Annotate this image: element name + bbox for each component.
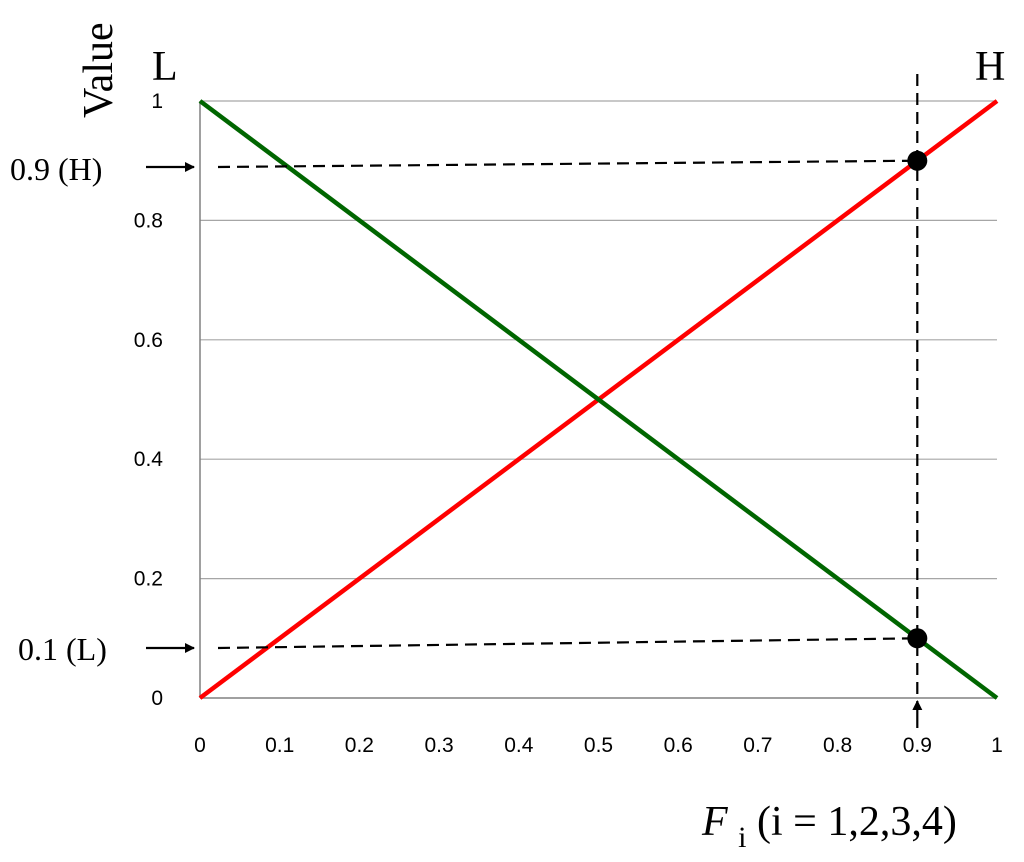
x-tick-label: 0.7 <box>743 734 772 757</box>
x-axis-title-variable: F <box>701 799 728 845</box>
high-value-label: 0.9 (H) <box>10 151 102 187</box>
markers <box>907 150 928 649</box>
axes <box>199 101 997 699</box>
intersection-marker <box>907 150 928 171</box>
y-tick-label: 0.2 <box>134 568 163 591</box>
corner-label-low: L <box>152 44 178 90</box>
intersection-marker <box>907 628 928 649</box>
x-tick-label: 0.9 <box>903 734 932 757</box>
x-axis-title-rest: (i = 1,2,3,4) <box>757 799 957 845</box>
y-tick-label: 0 <box>151 687 163 710</box>
x-axis-title: F i (i = 1,2,3,4) <box>701 799 957 857</box>
y-tick-label: 0.8 <box>134 209 163 232</box>
x-tick-label: 0.3 <box>424 734 453 757</box>
x-axis-title-subscript: i <box>738 821 746 854</box>
series-lines <box>198 99 999 700</box>
y-axis-title: Value <box>76 22 122 118</box>
x-tick-label: 0.4 <box>504 734 534 757</box>
low-guide-dashed <box>217 637 918 650</box>
y-tick-label: 1 <box>151 90 163 113</box>
corner-label-high: H <box>975 44 1005 90</box>
series-line-2 <box>198 99 999 700</box>
tick-labels: 0 0.1 0.2 0.3 0.4 0.5 0.6 0.7 0.8 0.9 1 0 0.2 0.4 0.6 0… <box>134 90 1003 757</box>
x-tick-label: 1 <box>991 734 1003 757</box>
x-tick-label: 0.6 <box>664 734 693 757</box>
x-tick-label: 0.5 <box>584 734 613 757</box>
x-tick-label: 0.1 <box>265 734 294 757</box>
x-tick-label: 0 <box>194 734 206 757</box>
y-tick-label: 0.6 <box>134 329 163 352</box>
gridlines <box>200 100 997 580</box>
low-value-label: 0.1 (L) <box>18 631 107 667</box>
high-guide-dashed <box>217 159 918 169</box>
y-tick-label: 0.4 <box>134 448 164 471</box>
x-tick-label: 0.2 <box>345 734 374 757</box>
x-tick-label: 0.8 <box>823 734 852 757</box>
guide-lines <box>146 74 923 728</box>
